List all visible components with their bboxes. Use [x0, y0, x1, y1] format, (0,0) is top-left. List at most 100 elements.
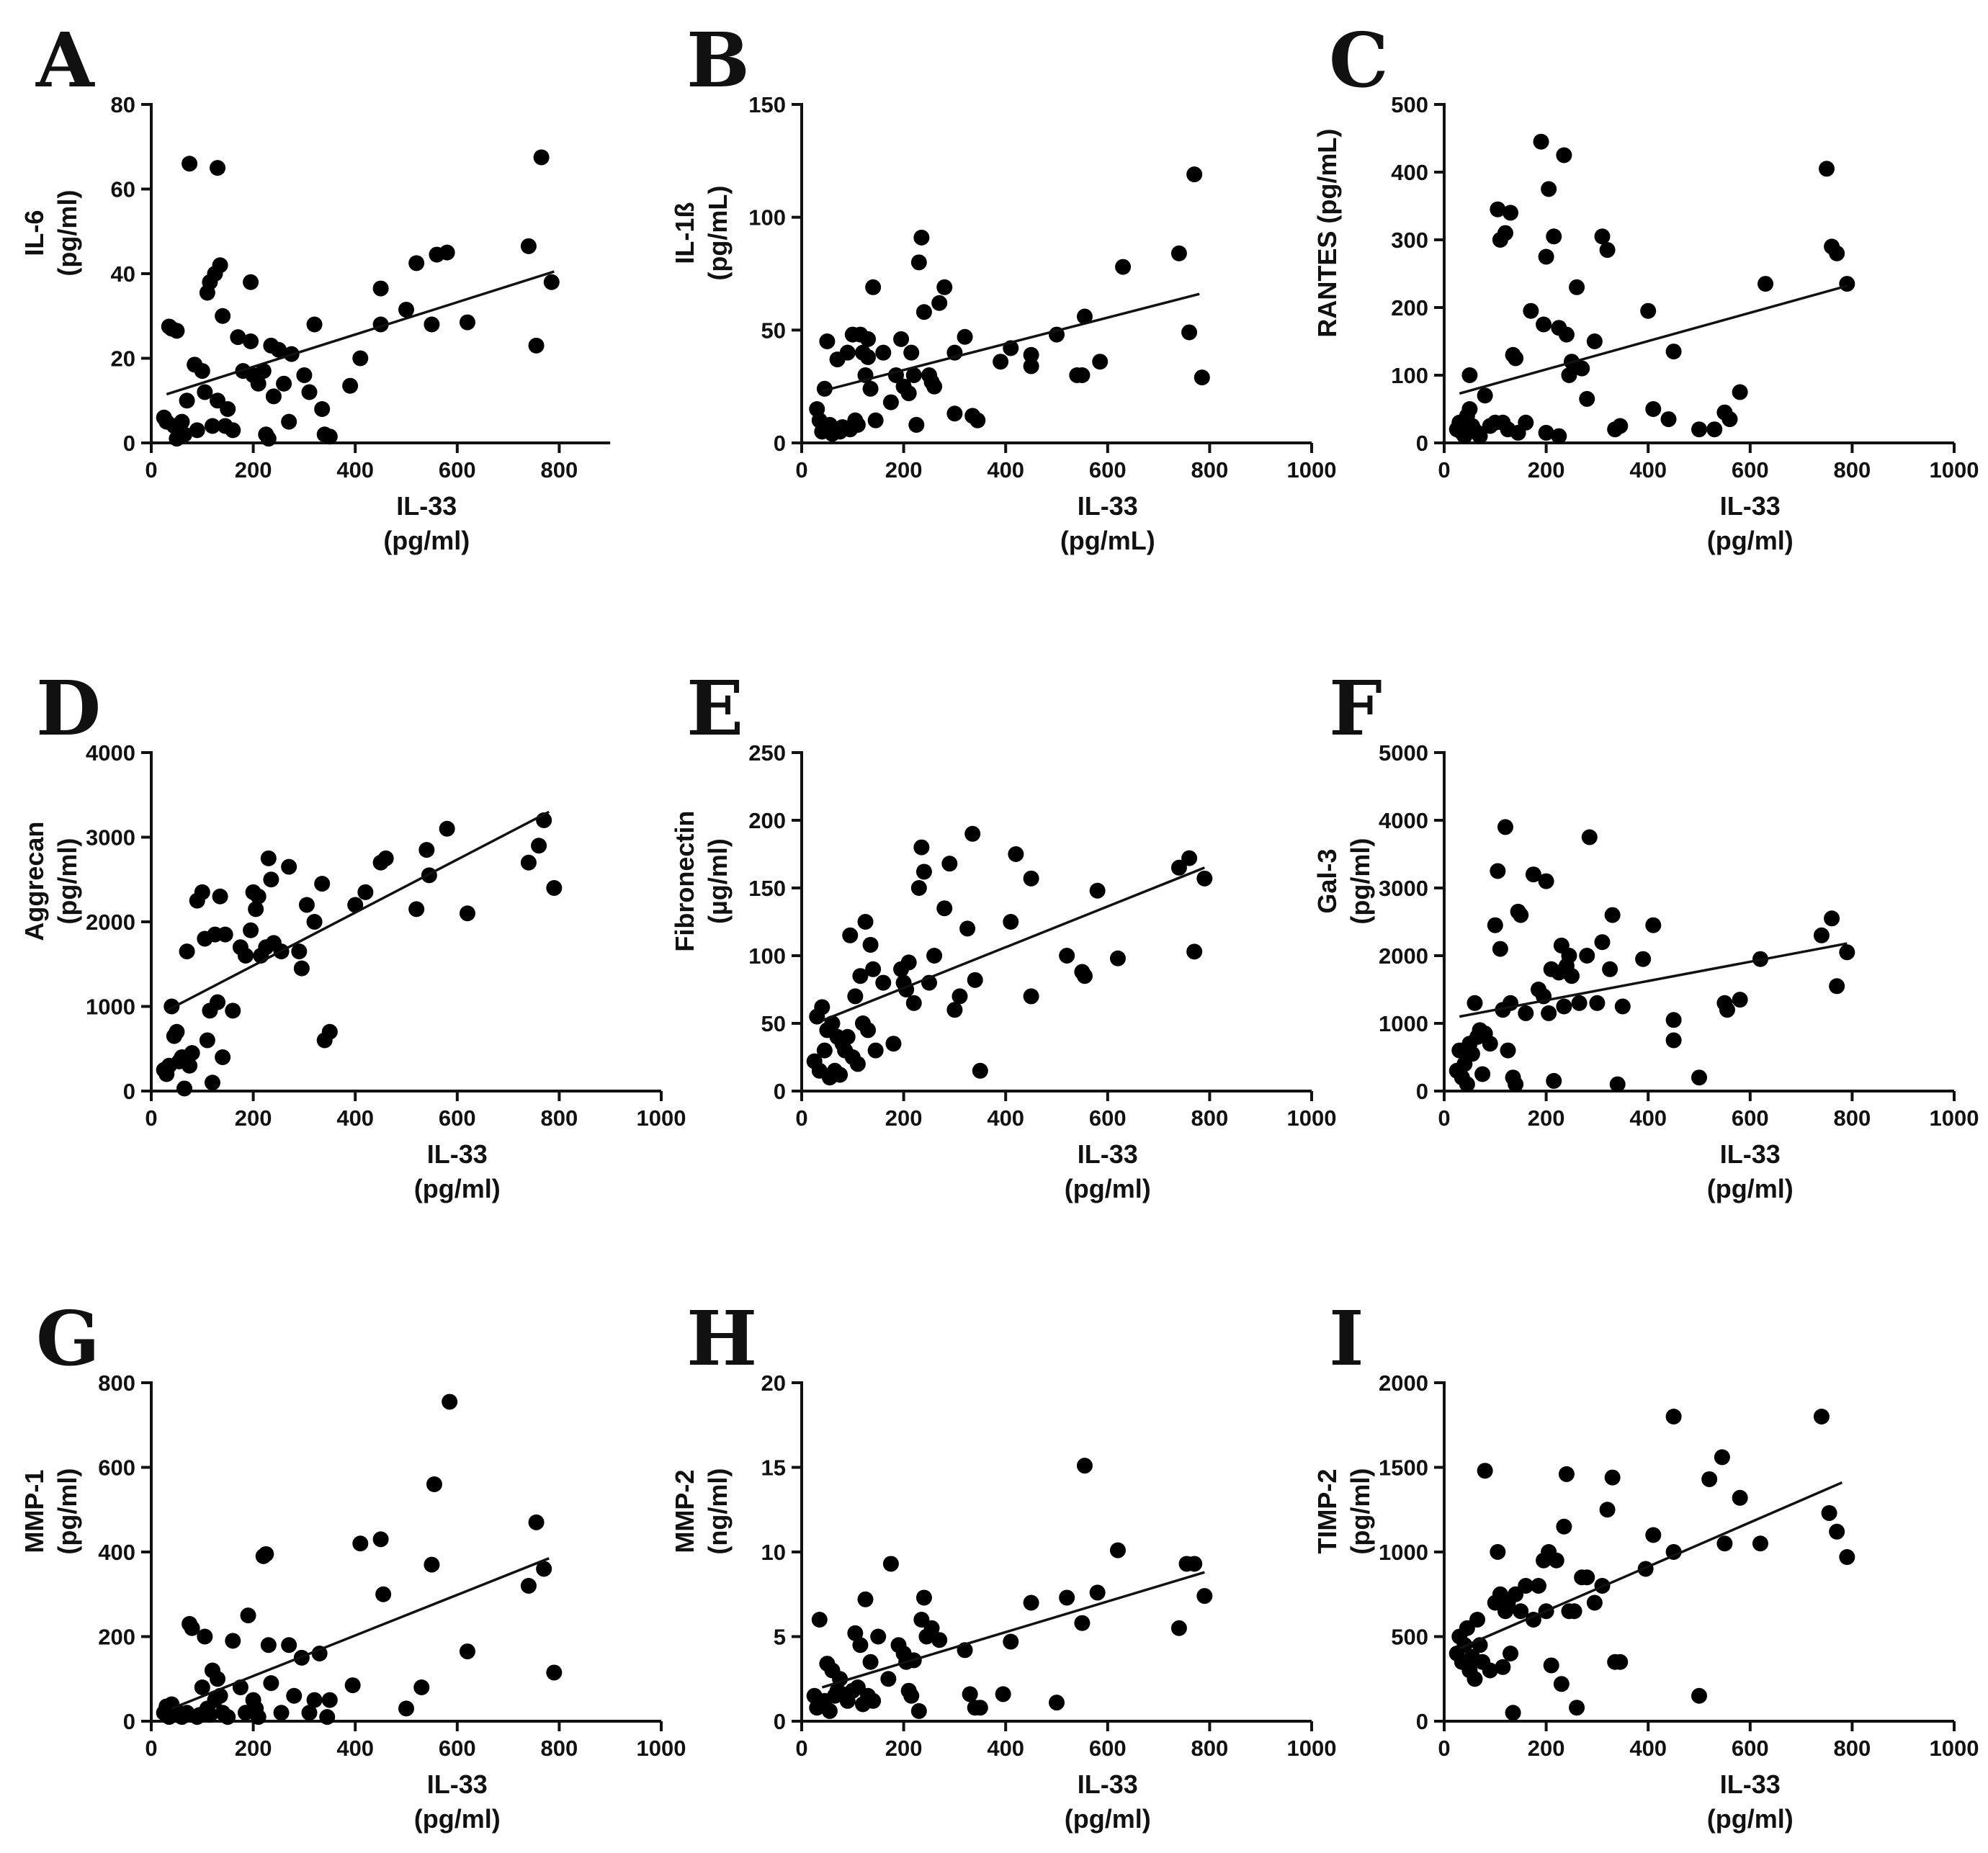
- data-point: [217, 926, 233, 943]
- data-point: [957, 328, 973, 345]
- y-tick-label: 600: [98, 1455, 135, 1481]
- panel-letter: G: [36, 1294, 100, 1383]
- data-point: [237, 948, 254, 964]
- y-tick-label: 250: [748, 740, 786, 766]
- regression-line: [166, 810, 550, 1012]
- data-point: [1691, 421, 1707, 438]
- x-tick-label: 800: [541, 1105, 578, 1131]
- data-point: [543, 274, 560, 290]
- data-point: [913, 839, 930, 856]
- data-point: [865, 1692, 882, 1709]
- x-tick-label: 600: [439, 457, 476, 483]
- x-tick-label: 0: [145, 457, 157, 483]
- x-tick-label: 600: [1089, 1736, 1127, 1761]
- x-axis-title: IL-33: [1078, 491, 1138, 521]
- x-tick-label: 200: [235, 1736, 272, 1761]
- data-point: [903, 344, 920, 361]
- data-point: [1089, 882, 1106, 899]
- panel-letter: C: [1329, 16, 1389, 104]
- x-tick-label: 400: [336, 1736, 374, 1761]
- data-point: [1536, 316, 1552, 333]
- x-tick-label: 200: [885, 1736, 923, 1761]
- data-point: [905, 367, 922, 383]
- panel-g: G 0 200 400 600 800 0 200 400 600 800 1000 IL-33 (pg/…: [19, 1294, 686, 1834]
- data-point: [1556, 147, 1572, 163]
- y-tick-label: 3000: [86, 825, 135, 851]
- data-point: [1612, 418, 1629, 434]
- data-point: [885, 1036, 902, 1052]
- data-point: [210, 160, 226, 176]
- data-point: [1829, 1523, 1845, 1540]
- data-point: [520, 1578, 537, 1594]
- data-point: [1186, 1556, 1203, 1572]
- data-point: [847, 988, 864, 1005]
- data-point: [867, 412, 884, 429]
- data-point: [1599, 1502, 1616, 1518]
- data-point: [424, 1556, 440, 1573]
- data-point: [174, 413, 190, 430]
- x-tick-label: 600: [439, 1736, 476, 1761]
- data-point: [821, 1702, 838, 1719]
- data-point: [179, 943, 195, 960]
- y-tick-label: 0: [1416, 1079, 1428, 1104]
- data-point: [1023, 1594, 1039, 1611]
- x-axis-title: IL-33: [396, 491, 457, 521]
- y-tick-label: 0: [123, 1079, 135, 1104]
- data-point: [816, 1042, 833, 1059]
- x-tick-label: 800: [1191, 1105, 1229, 1131]
- data-point: [1829, 978, 1845, 995]
- x-tick-label: 400: [987, 1736, 1024, 1761]
- data-point: [849, 1056, 866, 1072]
- data-point: [1543, 1657, 1559, 1674]
- data-point: [1469, 1612, 1486, 1628]
- data-point: [243, 333, 259, 349]
- data-point: [531, 838, 547, 854]
- data-point: [250, 888, 267, 905]
- data-point: [865, 961, 882, 977]
- data-point: [1464, 1046, 1480, 1062]
- data-point: [533, 149, 550, 166]
- data-point: [1530, 1578, 1546, 1594]
- data-point: [426, 1476, 442, 1492]
- data-point: [377, 850, 394, 866]
- data-point: [1594, 228, 1611, 245]
- data-point: [900, 954, 917, 971]
- data-point: [220, 401, 236, 417]
- x-tick-label: 1000: [1930, 457, 1979, 483]
- panel-e: E 0 50 100 150 200 250 0 200 400 600 800 1000 IL-33 (p…: [670, 664, 1336, 1203]
- y-tick-label: 1000: [1379, 1540, 1428, 1565]
- data-point: [811, 1612, 828, 1628]
- data-point: [1569, 279, 1585, 295]
- data-point: [952, 988, 968, 1005]
- data-point: [225, 1002, 241, 1019]
- data-point: [1665, 344, 1682, 360]
- y-axis-title: TIMP-2: [1312, 1469, 1342, 1554]
- data-point: [1490, 201, 1506, 217]
- data-point: [230, 329, 246, 346]
- data-point: [1691, 1687, 1707, 1704]
- x-tick-label: 400: [987, 1105, 1024, 1131]
- y-tick-label: 0: [1416, 431, 1428, 456]
- data-point: [1482, 1036, 1498, 1052]
- data-point: [281, 413, 297, 430]
- data-point: [321, 429, 338, 445]
- y-tick-label: 0: [123, 431, 135, 456]
- data-point: [398, 1700, 414, 1717]
- data-point: [972, 1700, 988, 1716]
- data-point: [1604, 907, 1621, 923]
- data-point: [1181, 850, 1198, 866]
- data-point: [286, 1687, 303, 1704]
- data-point: [197, 384, 213, 400]
- data-point: [1732, 384, 1748, 400]
- data-point: [528, 1514, 545, 1530]
- data-point: [1497, 225, 1513, 241]
- data-point: [1490, 1544, 1506, 1560]
- x-tick-label: 200: [885, 457, 923, 483]
- data-point: [857, 1591, 874, 1607]
- data-point: [250, 1709, 267, 1726]
- data-point: [900, 385, 917, 402]
- data-point: [910, 1702, 927, 1719]
- y-tick-label: 200: [98, 1625, 135, 1650]
- data-point: [202, 1707, 218, 1723]
